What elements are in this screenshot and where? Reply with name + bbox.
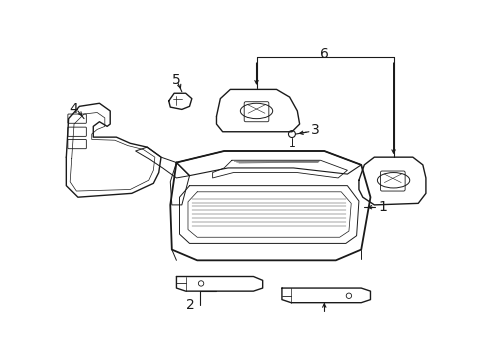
Text: 4: 4 bbox=[70, 102, 78, 116]
Text: 1: 1 bbox=[378, 200, 387, 214]
Text: 2: 2 bbox=[186, 298, 195, 312]
Text: 3: 3 bbox=[311, 123, 320, 137]
Text: 6: 6 bbox=[320, 47, 329, 61]
Text: 5: 5 bbox=[172, 73, 181, 87]
